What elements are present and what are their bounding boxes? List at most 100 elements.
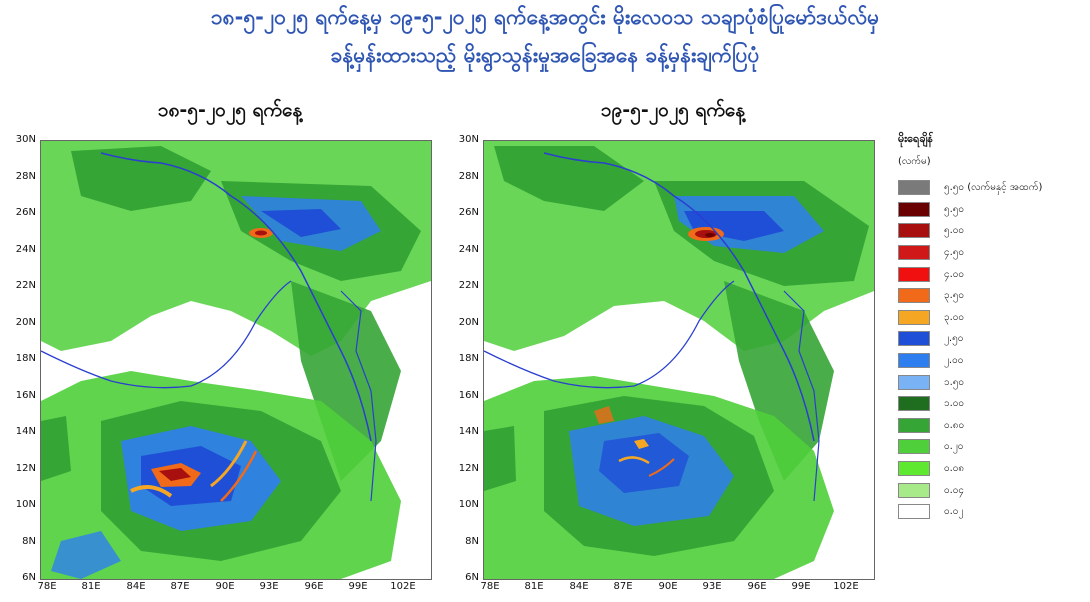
legend-heading: မိုးရေချိန် (898, 132, 933, 145)
legend-swatch (898, 180, 930, 196)
map-2-ylabel: 16N (458, 390, 479, 401)
map-2-ylabel: 8N (465, 536, 479, 547)
legend-label: ၁.၀၀ (944, 398, 965, 410)
map-2-ylabel: 20N (458, 317, 479, 328)
legend-label: ၄.၀၀ (944, 268, 965, 280)
map-2-rainfall (484, 141, 874, 579)
map-1-xlabel: 90E (215, 581, 235, 592)
legend-swatch (898, 461, 930, 477)
map-2-xlabel: 99E (791, 581, 811, 592)
map-2-ylabel: 22N (458, 280, 479, 291)
map-1-ylabel: 10N (15, 499, 36, 510)
map-1-xlabel: 96E (304, 581, 324, 592)
legend-label: ၀.၀၄ (944, 484, 965, 496)
legend-unit: (လက်မ) (898, 156, 931, 167)
legend-item: ၀.၀၈ (898, 458, 1088, 480)
legend-label: ၅.၅၀ (944, 203, 965, 215)
legend-swatch (898, 396, 930, 412)
legend-item: ၅.၀၀ (898, 220, 1088, 242)
map-1-xlabel: 99E (348, 581, 368, 592)
legend-item: ၀.၀၂ (898, 501, 1088, 523)
map-2-xlabel: 78E (480, 581, 500, 592)
map-2-ylabel: 30N (458, 134, 479, 145)
map-1-ylabel: 20N (15, 317, 36, 328)
legend-swatch (898, 201, 930, 217)
legend-item: ၁.၅၀ (898, 371, 1088, 393)
legend-swatch (898, 288, 930, 304)
map-2-xlabel: 87E (613, 581, 633, 592)
map-1-xlabel: 87E (170, 581, 190, 592)
map-2-ylabel: 6N (465, 572, 479, 583)
map-1-ylabel: 30N (15, 134, 36, 145)
legend-item: ၄.၅၀ (898, 242, 1088, 264)
legend-label: ၅.၅၀ (လက်မနှင့် အထက်) (944, 182, 1043, 194)
legend-item: ၅.၅၀ (လက်မနှင့် အထက်) (898, 177, 1088, 199)
legend-label: ၂.၀၀ (944, 355, 964, 367)
legend-label: ၄.၅၀ (944, 247, 965, 259)
map-1-xlabel: 84E (126, 581, 146, 592)
map-1-ylabel: 26N (15, 207, 36, 218)
map-1-ylabel: 28N (15, 171, 36, 182)
map-2-xlabel: 102E (833, 581, 859, 592)
map-1-xlabel: 93E (259, 581, 279, 592)
legend-label: ၅.၀၀ (944, 225, 965, 237)
legend-swatch (898, 504, 930, 520)
map-2-xlabel: 93E (702, 581, 722, 592)
legend-label: ၁.၅၀ (944, 376, 965, 388)
map-2-ylabel: 26N (458, 207, 479, 218)
map-1-rainfall (41, 141, 431, 579)
map-2-xlabel: 90E (658, 581, 678, 592)
map-2-ylabel: 14N (458, 426, 479, 437)
legend-swatch (898, 266, 930, 282)
legend-item: ၀.၈၀ (898, 415, 1088, 437)
map-1-xlabel: 78E (37, 581, 57, 592)
map-2-panel (483, 140, 875, 580)
map-1-xlabel: 102E (390, 581, 416, 592)
map-2-ylabel: 28N (458, 171, 479, 182)
legend-item: ၂.၀၀ (898, 350, 1088, 372)
map-2-ylabel: 12N (458, 463, 479, 474)
map-1-panel (40, 140, 432, 580)
legend-item: ၂.၅၀ (898, 328, 1088, 350)
legend-item: ၅.၅၀ (898, 199, 1088, 221)
map-2-title: ၁၉-၅-၂၀၂၅ ရက်နေ့ (600, 99, 746, 121)
legend-swatch (898, 482, 930, 498)
rainfall-legend: မိုးရေချိန် (လက်မ) ၅.၅၀ (လက်မနှင့် အထက်)… (898, 132, 1088, 523)
map-1-ylabel: 22N (15, 280, 36, 291)
map-2-ylabel: 24N (458, 244, 479, 255)
map-1-xlabel: 81E (81, 581, 101, 592)
map-2-xlabel: 84E (569, 581, 589, 592)
map-1-ylabel: 24N (15, 244, 36, 255)
legend-label: ၀.၂၀ (944, 441, 964, 453)
map-2-xlabel: 96E (747, 581, 767, 592)
main-title-line-2: ခန့်မှန်းထားသည့် မိုးရွာသွန်းမှုအခြေအနေ … (330, 43, 760, 67)
legend-swatch (898, 331, 930, 347)
legend-swatch (898, 223, 930, 239)
legend-label: ၀.၀၂ (944, 506, 964, 518)
legend-label: ၀.၈၀ (944, 419, 965, 431)
map-1-ylabel: 8N (22, 536, 36, 547)
map-2-ylabel: 10N (458, 499, 479, 510)
main-title-line-1: ၁၈-၅-၂၀၂၅ ရက်နေ့မှ ၁၉-၅-၂၀၂၅ ရက်နေ့အတွင်… (210, 5, 880, 29)
legend-swatch (898, 417, 930, 433)
legend-swatch (898, 245, 930, 261)
map-1-ylabel: 16N (15, 390, 36, 401)
legend-item: ၁.၀၀ (898, 393, 1088, 415)
legend-label: ၃.၅၀ (944, 290, 965, 302)
map-1-ylabel: 14N (15, 426, 36, 437)
legend-item: ၃.၀၀ (898, 307, 1088, 329)
legend-label: ၀.၀၈ (944, 463, 965, 475)
legend-label: ၂.၅၀ (944, 333, 964, 345)
legend-item: ၄.၀၀ (898, 263, 1088, 285)
legend-item: ၃.၅၀ (898, 285, 1088, 307)
map-1-title: ၁၈-၅-၂၀၂၅ ရက်နေ့ (157, 99, 303, 121)
legend-swatch (898, 374, 930, 390)
map-1-ylabel: 18N (15, 353, 36, 364)
legend-swatch (898, 353, 930, 369)
map-2-xlabel: 81E (524, 581, 544, 592)
map-2-ylabel: 18N (458, 353, 479, 364)
legend-swatch (898, 439, 930, 455)
legend-item: ၀.၂၀ (898, 436, 1088, 458)
map-1-ylabel: 6N (22, 572, 36, 583)
map-1-ylabel: 12N (15, 463, 36, 474)
